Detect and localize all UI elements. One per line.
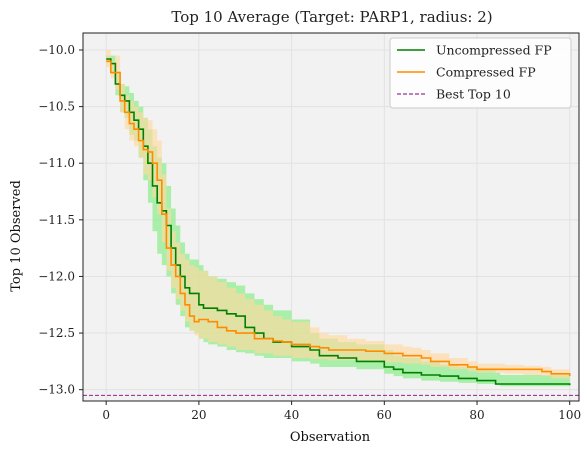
legend-box xyxy=(389,37,572,109)
x-tick-label: 20 xyxy=(191,408,206,422)
grid xyxy=(83,33,579,401)
y-tick-label: −12.5 xyxy=(38,326,75,340)
legend-label: Compressed FP xyxy=(436,65,536,80)
legend: Uncompressed FP Compressed FP Best Top 10 xyxy=(389,37,572,109)
x-tick-label: 0 xyxy=(102,408,110,422)
y-tick-label: −10.5 xyxy=(38,100,75,114)
chart-title: Top 10 Average (Target: PARP1, radius: 2… xyxy=(171,8,492,26)
band-compressed xyxy=(106,50,570,381)
y-tick-label: −10.0 xyxy=(38,43,75,57)
y-tick-label: −11.0 xyxy=(38,156,75,170)
y-tick-label: −12.0 xyxy=(38,269,75,283)
x-tick-label: 40 xyxy=(284,408,299,422)
series-lines xyxy=(106,58,571,386)
y-tick-label: −13.0 xyxy=(38,383,75,397)
y-axis-label: Top 10 Observed xyxy=(9,180,24,292)
confidence-bands xyxy=(106,50,570,388)
x-axis-ticks: 0 20 40 60 80 100 xyxy=(102,401,581,422)
x-tick-label: 60 xyxy=(377,408,392,422)
y-tick-label: −11.5 xyxy=(38,213,75,227)
x-tick-label: 80 xyxy=(469,408,484,422)
legend-label: Uncompressed FP xyxy=(436,43,552,58)
legend-label: Best Top 10 xyxy=(436,87,511,102)
y-axis-ticks: −13.0 −12.5 −12.0 −11.5 −11.0 −10.5 −10.0 xyxy=(38,43,83,397)
series-line-compressed xyxy=(106,60,571,377)
plot-frame xyxy=(82,32,580,402)
x-tick-label: 100 xyxy=(558,408,581,422)
x-axis-label: Observation xyxy=(290,430,371,445)
